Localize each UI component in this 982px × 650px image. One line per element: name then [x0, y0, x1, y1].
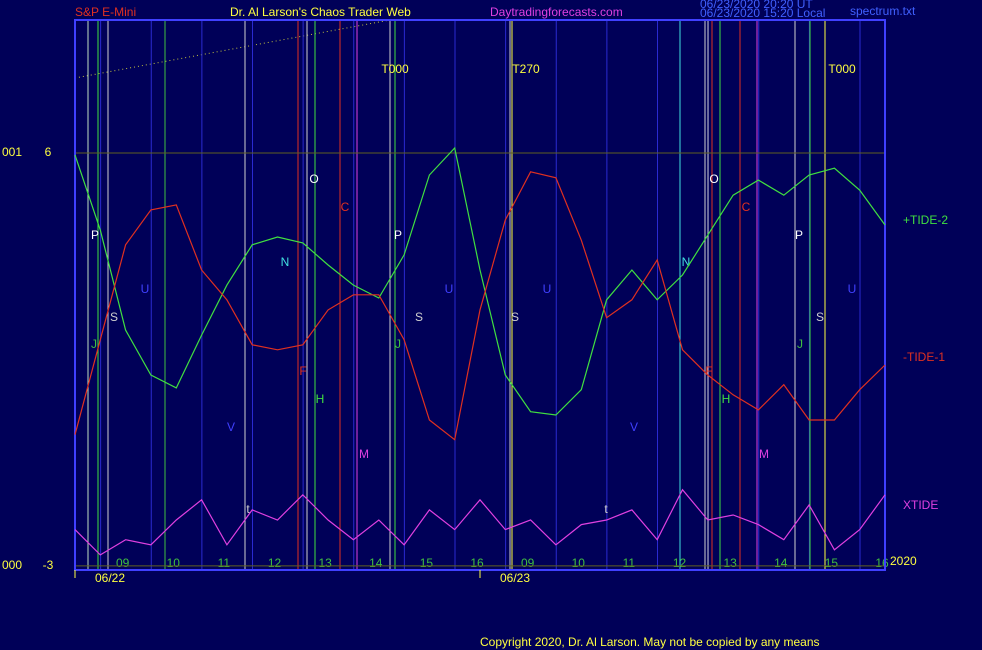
annotation: U — [543, 282, 552, 296]
annotation: P — [795, 228, 803, 242]
y-tick-label: -3 — [43, 558, 54, 572]
x-tick-label: 16 — [875, 556, 889, 570]
year: 2020 — [890, 554, 917, 568]
x-tick-label: 13 — [318, 556, 332, 570]
annotation: M — [359, 447, 369, 461]
annotation: C — [742, 200, 751, 214]
annotation: O — [309, 172, 318, 186]
x-tick-label: 09 — [521, 556, 535, 570]
annotation: T000 — [381, 62, 409, 76]
annotation: S — [511, 310, 519, 324]
x-tick-label: 09 — [116, 556, 130, 570]
time-ut: 06/23/2020 20:20 UT — [700, 0, 813, 11]
time-local: 06/23/2020 15:20 Local — [700, 6, 825, 20]
series-line — [74, 488, 886, 556]
legend-label: +TIDE-2 — [903, 213, 948, 227]
x-tick-label: 11 — [218, 556, 231, 570]
legend-label: -TIDE-1 — [903, 350, 945, 364]
annotation: H — [316, 392, 325, 406]
x-tick-label: 10 — [167, 556, 181, 570]
annotation: T270 — [512, 62, 540, 76]
copyright: Copyright 2020, Dr. Al Larson. May not b… — [480, 635, 820, 649]
annotation: J — [91, 337, 97, 351]
annotation: P — [91, 228, 99, 242]
annotation: F — [299, 364, 306, 378]
x-tick-label: 14 — [774, 556, 788, 570]
x-tick-label: 12 — [268, 556, 282, 570]
annotation: J — [797, 337, 803, 351]
y-tick-prefix: 001 — [2, 145, 22, 159]
annotation: S — [816, 310, 824, 324]
series-line — [74, 146, 886, 416]
x-tick-label: 16 — [470, 556, 484, 570]
annotation: t — [604, 502, 608, 516]
annotation: C — [341, 200, 350, 214]
file-name: spectrum.txt — [850, 4, 916, 18]
annotation: V — [630, 420, 638, 434]
trend-line — [74, 19, 391, 79]
legend-label: XTIDE — [903, 498, 938, 512]
annotation: M — [759, 447, 769, 461]
y-tick-label: 6 — [45, 145, 52, 159]
annotation: N — [682, 255, 691, 269]
site: Daytradingforecasts.com — [490, 5, 623, 19]
annotation: F — [705, 364, 712, 378]
annotation: T000 — [828, 62, 856, 76]
annotation: U — [445, 282, 454, 296]
annotation: V — [227, 420, 235, 434]
annotation: J — [395, 337, 401, 351]
x-tick-label: 10 — [572, 556, 586, 570]
chart-title: Dr. Al Larson's Chaos Trader Web — [230, 5, 411, 19]
series-line — [74, 171, 886, 441]
date-label: 06/23 — [500, 571, 530, 585]
annotation: O — [709, 172, 718, 186]
y-tick-prefix: 000 — [2, 558, 22, 572]
x-tick-label: 15 — [825, 556, 839, 570]
annotation: U — [141, 282, 150, 296]
x-tick-label: 15 — [420, 556, 434, 570]
annotation: H — [722, 392, 731, 406]
annotation: N — [281, 255, 290, 269]
annotation: U — [848, 282, 857, 296]
annotation: S — [415, 310, 423, 324]
annotation: S — [110, 310, 118, 324]
annotation: P — [394, 228, 402, 242]
date-label: 06/22 — [95, 571, 125, 585]
x-tick-label: 13 — [723, 556, 737, 570]
annotation: t — [246, 502, 250, 516]
symbol: S&P E-Mini — [75, 5, 136, 19]
x-tick-label: 14 — [369, 556, 383, 570]
x-tick-label: 11 — [623, 556, 636, 570]
